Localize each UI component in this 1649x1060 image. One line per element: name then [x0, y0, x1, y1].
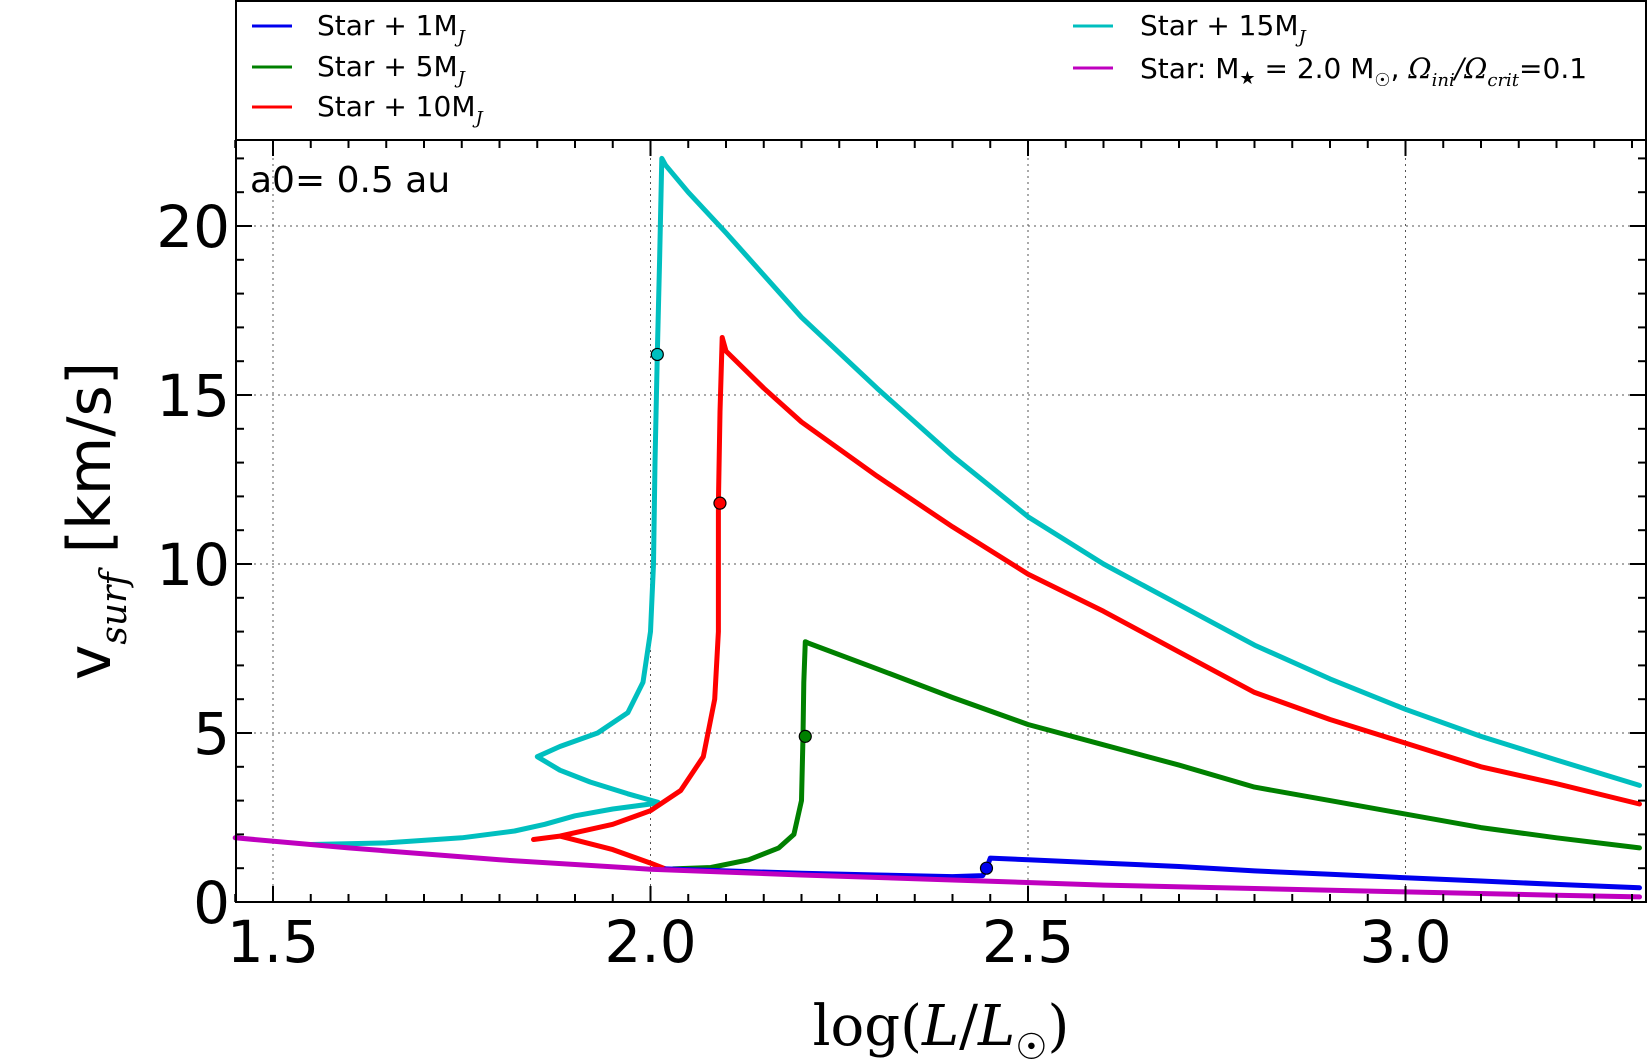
series-15mj-line: [308, 155, 1642, 847]
series-5mj-line: [670, 639, 1642, 872]
legend-label-15mj: Star + 15MJ: [1140, 9, 1307, 48]
plot-area: 1.5 2.0 2.5 3.0 0 5 10 15 20: [156, 139, 1647, 976]
legend-label-5mj: Star + 5MJ: [317, 50, 467, 89]
y-axis-title: vsurf [km/s]: [55, 362, 135, 680]
legend-label-1mj: Star + 1MJ: [317, 9, 467, 48]
annotation-a0: a0= 0.5 au: [250, 160, 450, 201]
y-tick-label: 10: [156, 531, 230, 599]
series-1mj-marker: [979, 861, 994, 875]
x-tick-label: 2.0: [604, 908, 696, 976]
x-tick-label: 2.5: [982, 908, 1074, 976]
axis-tick-labels: 1.5 2.0 2.5 3.0 0 5 10 15 20: [156, 193, 1451, 976]
legend: Star + 1MJ Star + 5MJ Star + 10MJ Star +…: [252, 9, 1587, 129]
x-tick-label: 1.5: [227, 908, 319, 976]
series-star-only-line: [232, 835, 1642, 900]
y-tick-label: 0: [193, 869, 230, 937]
x-tick-label: 3.0: [1359, 908, 1451, 976]
grid: [236, 140, 1646, 902]
x-axis-title: log(L/L☉): [813, 994, 1070, 1060]
legend-label-star: Star: M★ = 2.0 M☉, Ωini/Ωcrit=0.1: [1140, 52, 1587, 91]
series-5mj-marker: [798, 729, 812, 743]
axis-ticks: [234, 140, 1646, 903]
series-10mj-line: [531, 335, 1642, 872]
legend-box: [235, 0, 1647, 141]
y-tick-label: 20: [156, 193, 230, 261]
legend-label-10mj: Star + 10MJ: [317, 90, 484, 129]
plot-frame: [235, 139, 1647, 903]
y-tick-label: 15: [156, 362, 230, 430]
series-10mj-marker: [713, 496, 727, 510]
series-15mj-marker: [650, 347, 664, 362]
y-tick-label: 5: [193, 700, 230, 768]
series-layer: [232, 155, 1642, 900]
